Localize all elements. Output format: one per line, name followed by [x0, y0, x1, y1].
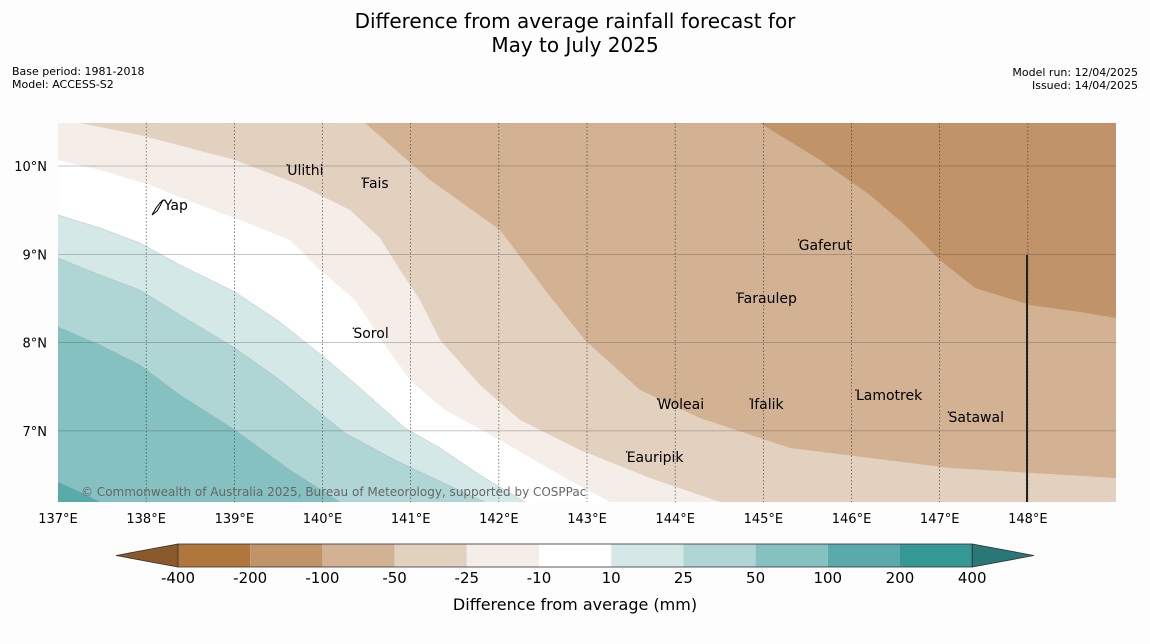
place-label: Eauripik — [627, 450, 685, 466]
colorbar-swatch — [250, 544, 323, 567]
place-label: Woleai — [658, 397, 705, 413]
place-marker: Yap — [163, 198, 188, 214]
longitude-tick-label: 145°E — [744, 512, 784, 527]
island-dot — [361, 177, 363, 179]
longitude-tick-label: 144°E — [655, 512, 695, 527]
place-marker: Lamotrek — [855, 388, 923, 404]
map-title-line-2: May to July 2025 — [491, 33, 659, 57]
place-marker: Ulithi — [286, 163, 324, 179]
place-label: Lamotrek — [856, 388, 923, 404]
colorbar-label: Difference from average (mm) — [453, 595, 697, 614]
longitude-tick-label: 148°E — [1008, 512, 1048, 527]
colorbar-extend-low — [115, 543, 179, 568]
colorbar-tick-label: 25 — [674, 569, 693, 587]
colorbar-swatch — [755, 544, 828, 567]
place-marker: Sorol — [352, 326, 389, 342]
longitude-tick-label: 142°E — [479, 512, 519, 527]
place-label: Faraulep — [737, 291, 797, 307]
longitude-tick-label: 146°E — [832, 512, 872, 527]
colorbar-tick-label: -400 — [161, 569, 195, 587]
yap-island-icon — [151, 199, 164, 216]
colorbar-tick-label: 10 — [602, 569, 621, 587]
island-dot — [855, 389, 857, 391]
place-label: Yap — [163, 198, 188, 214]
place-marker: Faraulep — [736, 291, 797, 307]
graticule — [58, 123, 1116, 502]
colorbar-tick-label: -10 — [527, 569, 552, 587]
colorbar-tick-label: -25 — [455, 569, 480, 587]
place-label: Fais — [362, 176, 389, 192]
island-dot — [352, 327, 355, 329]
meta-right: Model run: 12/04/2025 Issued: 14/04/2025 — [1012, 66, 1138, 92]
place-labels: Yap Ulithi Fais Gaferut Faraulep Sorol Lamotre… — [163, 163, 1004, 466]
model-run: Model run: 12/04/2025 — [1012, 66, 1138, 79]
map-title-line-1: Difference from average rainfall forecas… — [354, 9, 796, 33]
issued-date: Issued: 14/04/2025 — [1031, 79, 1138, 92]
longitude-tick-label: 137°E — [38, 512, 78, 527]
colorbar-tick-label: 50 — [746, 569, 765, 587]
band-plus100-plus200 — [58, 482, 100, 502]
colorbar: -400 -200 -100 -50 -25 -10 10 25 50 100 200 400 — [115, 543, 1035, 587]
island-dot — [736, 292, 738, 294]
colorbar-swatch — [178, 544, 251, 567]
longitude-tick-label: 141°E — [391, 512, 431, 527]
longitude-tick-label: 138°E — [126, 512, 166, 527]
latitude-tick-label: 10°N — [14, 160, 47, 175]
latitude-labels: 10°N 9°N 8°N 7°N — [14, 160, 47, 440]
colorbar-tick-label: -50 — [382, 569, 407, 587]
longitude-tick-label: 147°E — [920, 512, 960, 527]
place-label: Satawal — [949, 410, 1004, 426]
place-label: Sorol — [353, 326, 388, 342]
place-label: Ifalik — [750, 397, 784, 413]
latitude-tick-label: 8°N — [23, 337, 48, 352]
place-label: Ulithi — [287, 163, 323, 179]
colorbar-swatch — [394, 544, 467, 567]
latitude-tick-label: 9°N — [23, 248, 48, 263]
place-marker: Satawal — [947, 410, 1004, 426]
colorbar-swatch — [827, 544, 900, 567]
colorbar-tick-label: 100 — [813, 569, 842, 587]
copyright-text: © Commonwealth of Australia 2025, Bureau… — [81, 485, 586, 499]
colorbar-tick-label: -200 — [233, 569, 267, 587]
longitude-labels: 137°E 138°E 139°E 140°E 141°E 142°E 143°E 144°E… — [38, 512, 1047, 527]
meta-left: Base period: 1981-2018 Model: ACCESS-S2 — [12, 65, 144, 91]
colorbar-swatch — [611, 544, 684, 567]
colorbar-tick-label: 400 — [958, 569, 987, 587]
island-dot — [625, 451, 628, 453]
longitude-tick-label: 139°E — [215, 512, 255, 527]
colorbar-swatch — [683, 544, 756, 567]
colorbar-swatch — [900, 544, 973, 567]
island-dot — [797, 239, 800, 241]
colorbar-swatch — [539, 544, 612, 567]
colorbar-swatch — [322, 544, 395, 567]
longitude-tick-label: 140°E — [303, 512, 343, 527]
longitude-tick-label: 143°E — [567, 512, 607, 527]
place-marker: Woleai — [656, 397, 705, 413]
band-plus50-plus100 — [58, 327, 340, 502]
latitude-tick-label: 7°N — [23, 425, 48, 440]
base-period: Base period: 1981-2018 — [12, 65, 145, 78]
island-dot — [286, 164, 289, 166]
place-marker: Eauripik — [625, 450, 685, 466]
colorbar-extend-high — [971, 543, 1035, 568]
colorbar-tick-label: 200 — [886, 569, 915, 587]
island-dot — [947, 411, 950, 413]
colorbar-outline — [177, 543, 973, 568]
place-marker: Gaferut — [797, 238, 853, 254]
island-dot — [749, 398, 751, 400]
place-label: Gaferut — [799, 238, 853, 254]
colorbar-swatch — [466, 544, 539, 567]
island-dot — [656, 398, 659, 400]
place-marker: Fais — [361, 176, 389, 192]
model-name: Model: ACCESS-S2 — [12, 78, 114, 91]
place-marker: Ifalik — [749, 397, 785, 413]
colorbar-tick-label: -100 — [305, 569, 339, 587]
island-dot — [163, 199, 165, 201]
